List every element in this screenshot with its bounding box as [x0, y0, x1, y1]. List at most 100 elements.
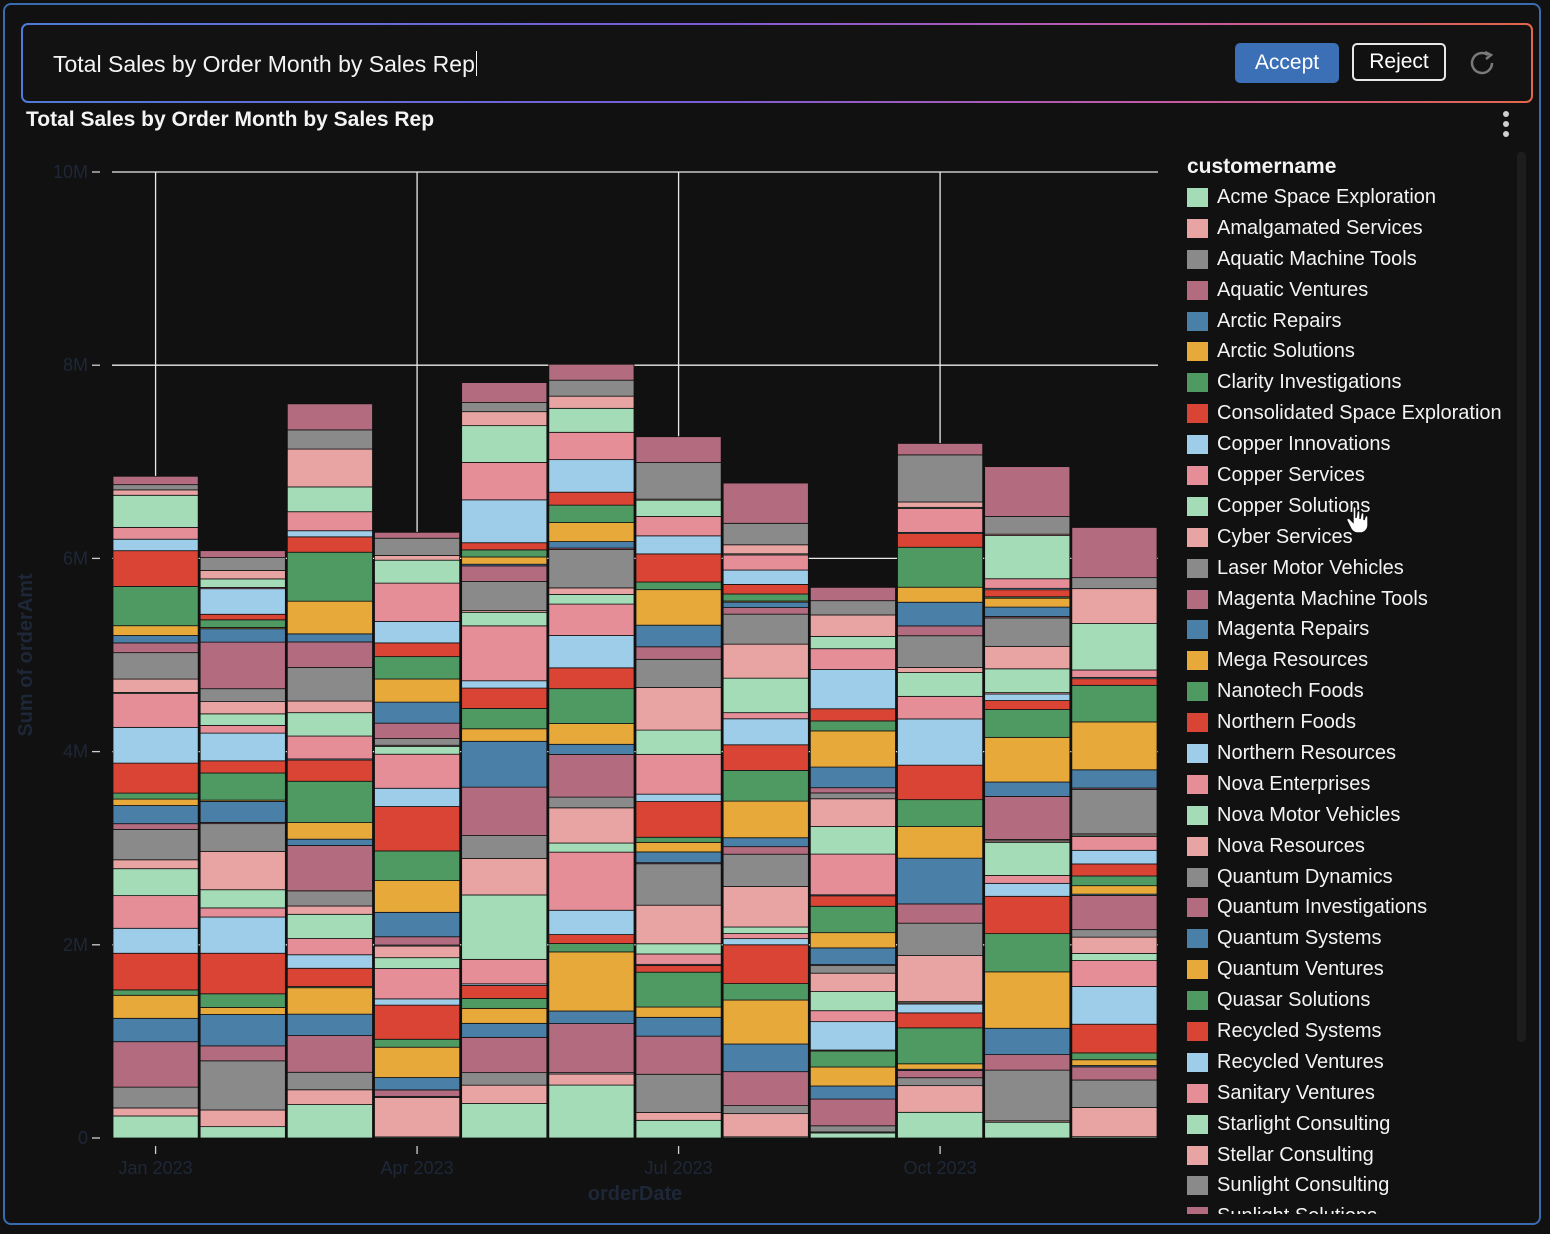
bar-segment [897, 1070, 984, 1079]
bar-segment [112, 678, 199, 693]
legend-item[interactable]: Copper Solutions [1187, 491, 1517, 522]
hand-cursor-icon [1346, 505, 1369, 534]
bar-segment [112, 635, 199, 644]
legend-scrollbar[interactable] [1517, 152, 1526, 1042]
bar-segment [199, 1007, 286, 1015]
bar-segment [984, 736, 1071, 783]
legend-item[interactable]: Mega Resources [1187, 645, 1517, 676]
legend-item[interactable]: Clarity Investigations [1187, 367, 1517, 398]
bar-segment [286, 822, 373, 840]
legend-item[interactable]: Quantum Investigations [1187, 892, 1517, 923]
legend-item[interactable]: Quasar Solutions [1187, 985, 1517, 1016]
bar-segment [286, 633, 373, 643]
legend-item[interactable]: Starlight Consulting [1187, 1109, 1517, 1140]
legend-label: Stellar Consulting [1217, 1143, 1374, 1166]
legend-swatch [1187, 1021, 1208, 1041]
bar-segment [548, 723, 635, 745]
legend-item[interactable]: Cyber Services [1187, 522, 1517, 553]
bar-segment [199, 557, 286, 571]
accept-button[interactable]: Accept [1235, 43, 1339, 83]
y-tick-label: 8M [63, 355, 88, 375]
bar-segment [1071, 721, 1158, 771]
bar-segment [374, 1004, 461, 1040]
bar-segment [112, 1041, 199, 1088]
bar-segment [635, 1119, 722, 1139]
bar-segment [112, 762, 199, 794]
legend-item[interactable]: Recycled Systems [1187, 1016, 1517, 1047]
bar-segment [112, 994, 199, 1019]
bar-segment [548, 743, 635, 755]
bar-segment [722, 584, 809, 595]
bar-segment [286, 667, 373, 702]
bar-segment [635, 646, 722, 660]
bar-segment [984, 895, 1071, 935]
bar-segment [722, 677, 809, 714]
bar-segment [897, 1012, 984, 1029]
y-tick-label: 6M [63, 548, 88, 568]
legend-item[interactable]: Arctic Repairs [1187, 306, 1517, 337]
bar-segment [984, 700, 1071, 710]
bar-segment [1071, 788, 1158, 835]
legend-item[interactable]: Nova Resources [1187, 831, 1517, 862]
legend-item[interactable]: Sunlight Solutions [1187, 1201, 1517, 1214]
legend-item[interactable]: Nova Enterprises [1187, 769, 1517, 800]
bar-segment [112, 652, 199, 680]
bar-segment [374, 968, 461, 1000]
bar-segment [374, 701, 461, 724]
legend-item[interactable]: Northern Foods [1187, 707, 1517, 738]
legend-item[interactable]: Stellar Consulting [1187, 1140, 1517, 1171]
legend-item[interactable]: Amalgamated Services [1187, 213, 1517, 244]
legend-swatch [1187, 805, 1208, 825]
bar-segment [897, 454, 984, 503]
bar-segment [286, 845, 373, 892]
legend-label: Magenta Repairs [1217, 618, 1370, 641]
reject-button[interactable]: Reject [1352, 43, 1446, 81]
bar-segment [199, 760, 286, 774]
legend-item[interactable]: Magenta Machine Tools [1187, 584, 1517, 615]
bar-segment [286, 759, 373, 782]
legend-item[interactable]: Aquatic Ventures [1187, 275, 1517, 306]
bar-segment [548, 459, 635, 493]
bar-segment [548, 635, 635, 669]
bar-segment [635, 1016, 722, 1037]
bar-segment [374, 850, 461, 881]
legend-item[interactable]: Sanitary Ventures [1187, 1078, 1517, 1109]
legend-item[interactable]: Quantum Dynamics [1187, 862, 1517, 893]
more-options-icon[interactable] [1496, 108, 1516, 140]
bar-segment [199, 713, 286, 726]
bar-segment [548, 851, 635, 911]
bar-segment [461, 680, 548, 689]
legend-item[interactable]: Northern Resources [1187, 738, 1517, 769]
legend-item[interactable]: Copper Services [1187, 460, 1517, 491]
prompt-input[interactable]: Total Sales by Order Month by Sales Rep [53, 51, 477, 78]
legend-item[interactable]: Arctic Solutions [1187, 336, 1517, 367]
legend-item[interactable]: Quantum Systems [1187, 923, 1517, 954]
legend-item[interactable]: Copper Innovations [1187, 429, 1517, 460]
refresh-icon[interactable] [1467, 47, 1499, 79]
bar-segment [461, 1072, 548, 1086]
bar-segment [635, 753, 722, 795]
bar-segment [199, 800, 286, 823]
y-tick-label: 2M [63, 935, 88, 955]
legend-swatch [1187, 218, 1208, 238]
bar-segment [635, 953, 722, 965]
legend-item[interactable]: Sunlight Consulting [1187, 1171, 1517, 1202]
legend-item[interactable]: Laser Motor Vehicles [1187, 553, 1517, 584]
legend-item[interactable]: Nanotech Foods [1187, 676, 1517, 707]
bar-segment [635, 836, 722, 843]
bar-segment [809, 766, 896, 789]
bar-segment [548, 363, 635, 381]
legend-item[interactable]: Recycled Ventures [1187, 1047, 1517, 1078]
legend-item[interactable]: Quantum Ventures [1187, 954, 1517, 985]
legend-item[interactable]: Nova Motor Vehicles [1187, 800, 1517, 831]
legend-item[interactable]: Consolidated Space Exploration [1187, 398, 1517, 429]
legend-item[interactable]: Acme Space Exploration [1187, 182, 1517, 213]
bar-segment [461, 1084, 548, 1104]
legend-item[interactable]: Aquatic Machine Tools [1187, 244, 1517, 275]
bar-segment [809, 1066, 896, 1087]
prompt-box[interactable]: Total Sales by Order Month by Sales Rep … [23, 25, 1531, 101]
legend-item[interactable]: Magenta Repairs [1187, 614, 1517, 645]
legend-label: Northern Foods [1217, 711, 1356, 734]
bar-segment [635, 1073, 722, 1113]
bar-segment [809, 826, 896, 855]
